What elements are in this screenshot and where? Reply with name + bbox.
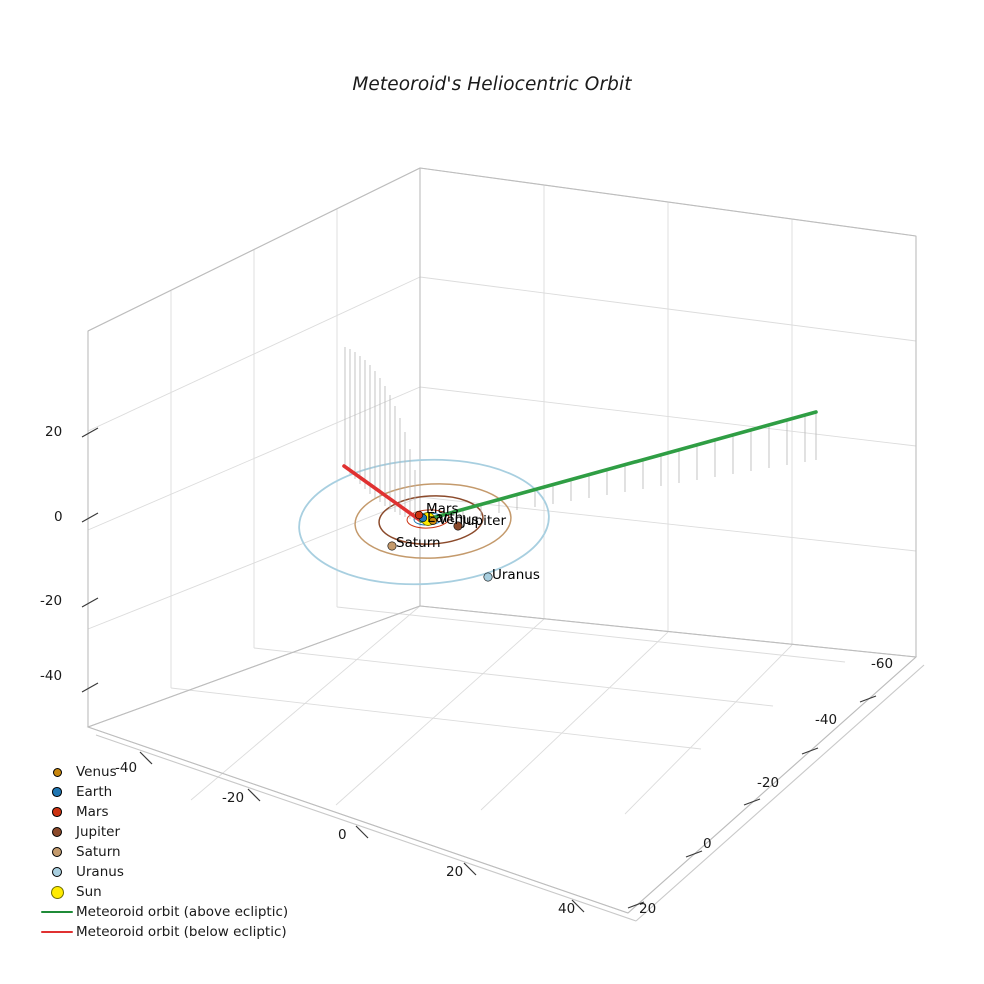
- planet-marker-uranus: [483, 572, 493, 582]
- y-tick-label-3: -40: [815, 712, 838, 728]
- orbit-ring-jupiter: [378, 495, 484, 545]
- z-tick-label-1: 0: [54, 509, 63, 525]
- legend-item-jupiter[interactable]: Jupiter: [38, 822, 338, 842]
- legend-item-earth[interactable]: Earth: [38, 782, 338, 802]
- meteoroid-orbit-above-ecliptic: [419, 410, 818, 523]
- planet-label-saturn: Saturn: [396, 535, 441, 551]
- legend-item-orbit-above[interactable]: Meteoroid orbit (above ecliptic): [38, 902, 338, 922]
- legend-label-orbit-below: Meteoroid orbit (below ecliptic): [76, 924, 287, 940]
- grid-back-pane: [419, 185, 917, 645]
- page-title: Meteoroid's Heliocentric Orbit: [352, 74, 632, 95]
- x-tick-label-1: -20: [222, 790, 245, 806]
- legend-label-earth: Earth: [76, 784, 113, 800]
- legend-item-saturn[interactable]: Saturn: [38, 842, 338, 862]
- legend-item-sun[interactable]: Sun: [38, 882, 338, 902]
- legend-item-venus[interactable]: Venus: [38, 762, 338, 782]
- legend-label-saturn: Saturn: [76, 844, 121, 860]
- y-tick-label-4: -60: [871, 656, 894, 672]
- orbit-ring-mars: [406, 509, 450, 529]
- planet-label-uranus: Uranus: [492, 567, 540, 583]
- z-tick-label-3: -40: [40, 668, 63, 684]
- orbit-ring-uranus: [298, 458, 550, 586]
- orbit-ring-saturn: [354, 483, 512, 559]
- legend: Venus Earth Mars Jupiter Saturn: [38, 762, 338, 942]
- legend-marker-uranus: [38, 867, 76, 877]
- orbit-stems-above: [462, 412, 817, 519]
- planet-markers: [387, 510, 493, 582]
- legend-label-orbit-above: Meteoroid orbit (above ecliptic): [76, 904, 289, 920]
- legend-item-uranus[interactable]: Uranus: [38, 862, 338, 882]
- legend-item-orbit-below[interactable]: Meteoroid orbit (below ecliptic): [38, 922, 338, 942]
- y-tick-label-1: 0: [703, 836, 712, 852]
- y-tick-label-0: 20: [639, 901, 657, 917]
- x-tick-label-4: 40: [558, 901, 576, 917]
- y-axis-ticks: [627, 695, 877, 909]
- planet-marker-mars: [414, 510, 424, 520]
- planet-label-venus: Venus: [438, 512, 479, 528]
- planet-marker-saturn: [387, 541, 397, 551]
- meteoroid-orbit-below-ecliptic: [342, 464, 423, 523]
- legend-label-mars: Mars: [76, 804, 109, 820]
- grid-left-pane: [87, 209, 421, 688]
- legend-marker-saturn: [38, 847, 76, 857]
- planet-label-mars: Mars: [426, 501, 459, 517]
- planet-label-jupiter: Jupiter: [462, 513, 507, 529]
- legend-label-uranus: Uranus: [76, 864, 124, 880]
- legend-marker-earth: [38, 787, 76, 797]
- legend-line-orbit-above: [38, 910, 76, 914]
- x-tick-label-3: 20: [446, 864, 464, 880]
- planet-marker-venus: [429, 517, 437, 525]
- z-axis-ticks: [81, 427, 99, 693]
- x-tick-label-2: 0: [338, 827, 347, 843]
- legend-item-mars[interactable]: Mars: [38, 802, 338, 822]
- legend-marker-venus: [38, 767, 76, 777]
- orbit-stems-below: [344, 347, 416, 520]
- z-tick-label-2: -20: [40, 593, 63, 609]
- axes-box-edges: [87, 167, 925, 922]
- legend-label-jupiter: Jupiter: [76, 824, 121, 840]
- legend-marker-jupiter: [38, 827, 76, 837]
- legend-line-orbit-below: [38, 930, 76, 934]
- z-tick-label-0: 20: [45, 424, 63, 440]
- planet-label-earth: Earth: [427, 510, 464, 526]
- grid-floor-pane: [170, 605, 846, 815]
- legend-label-sun: Sun: [76, 884, 102, 900]
- legend-marker-mars: [38, 807, 76, 817]
- y-tick-label-2: -20: [757, 775, 780, 791]
- x-tick-label-0: -40: [115, 760, 138, 776]
- legend-marker-sun: [38, 885, 76, 899]
- x-axis-ticks: [139, 751, 585, 913]
- legend-label-venus: Venus: [76, 764, 117, 780]
- planet-marker-jupiter: [453, 521, 463, 531]
